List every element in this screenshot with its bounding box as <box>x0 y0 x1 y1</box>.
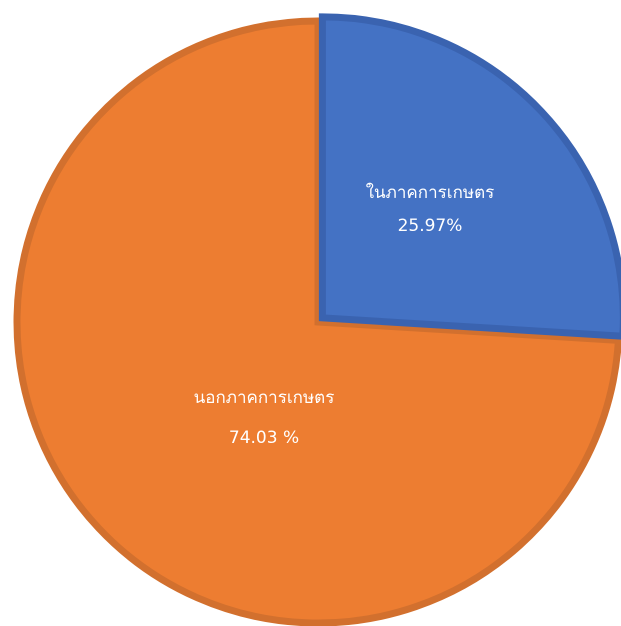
slice-2-value-label: 74.03 % <box>229 428 299 448</box>
pie-slice-2 <box>13 17 621 626</box>
pie-data-labels: ในภาคการเกษตร 25.97% นอกภาคการเกษตร 74.0… <box>194 182 495 448</box>
slice-1-name-label: ในภาคการเกษตร <box>366 182 495 203</box>
slice-1-value-label: 25.97% <box>398 216 463 236</box>
pie-slices <box>13 13 621 626</box>
slice-2-name-label: นอกภาคการเกษตร <box>194 388 335 408</box>
pie-slice-1 <box>318 13 621 340</box>
